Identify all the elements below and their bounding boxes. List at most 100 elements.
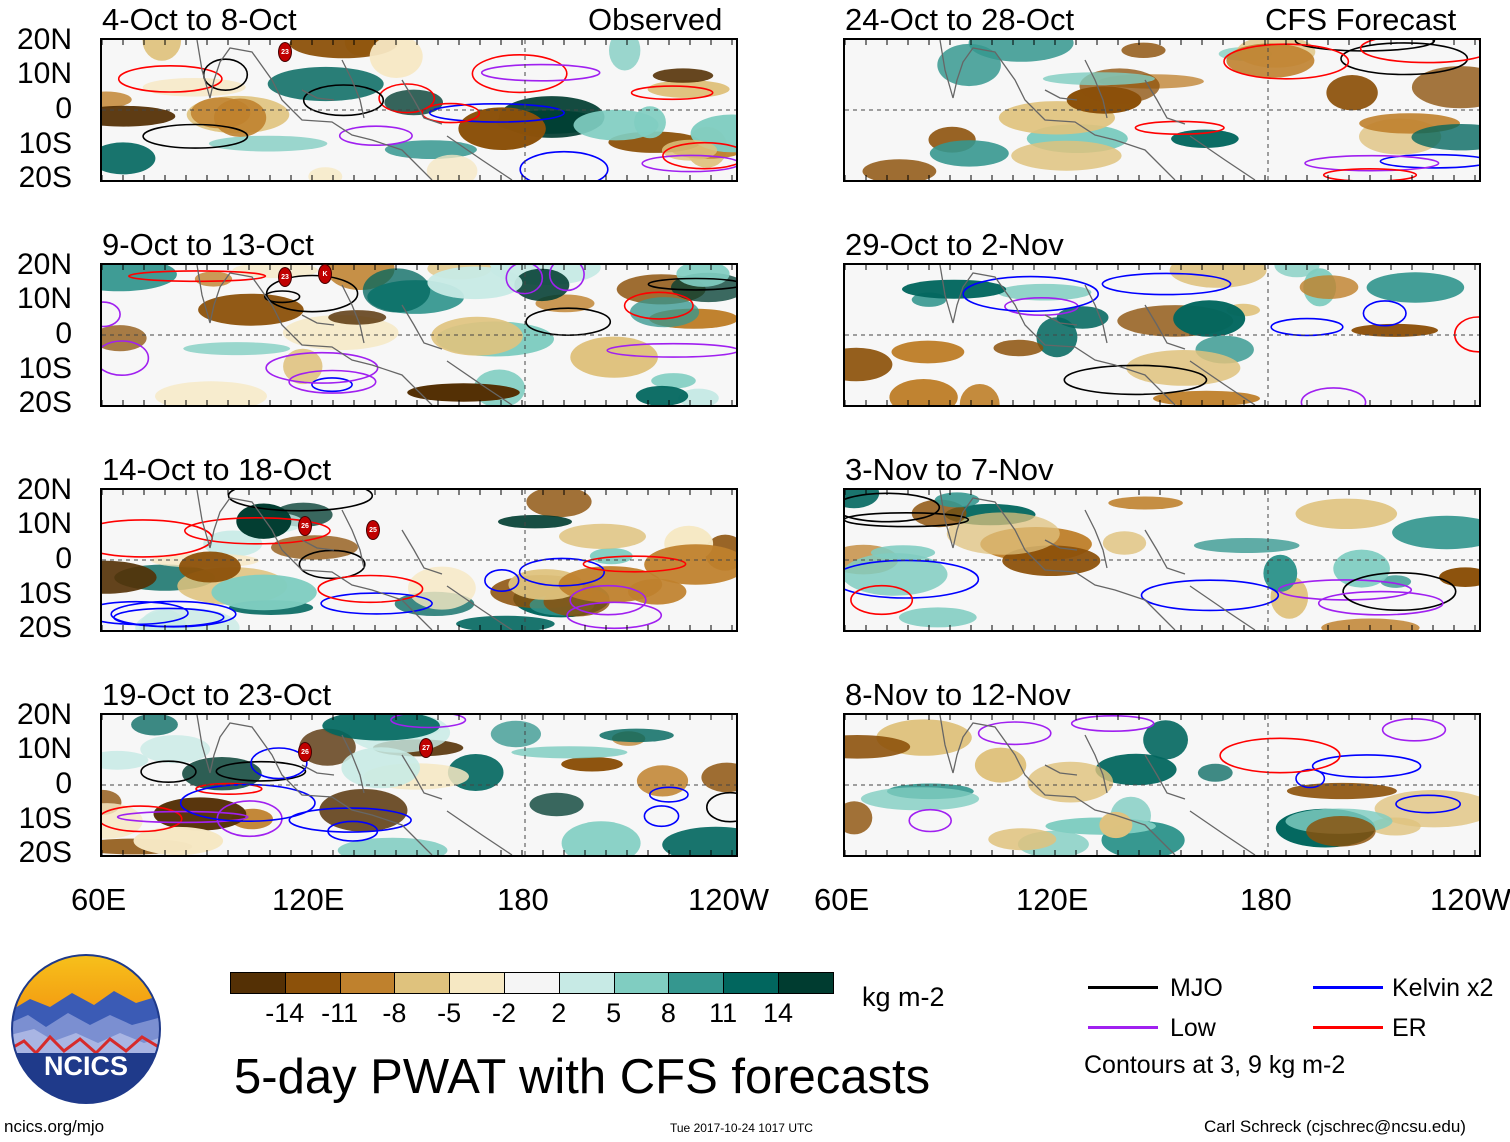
y-tick: 0 bbox=[55, 767, 72, 800]
pwat-anomaly-blob bbox=[651, 373, 696, 389]
coastline bbox=[196, 715, 513, 855]
wave-contour bbox=[643, 805, 680, 828]
y-tick: 20N bbox=[16, 23, 72, 56]
colorbar-swatch bbox=[613, 972, 670, 994]
coastline bbox=[939, 265, 1256, 405]
pwat-anomaly-blob bbox=[490, 720, 541, 748]
pwat-anomaly-blob bbox=[142, 78, 246, 97]
storm-marker-label: 23 bbox=[281, 273, 289, 281]
storm-marker: 27 bbox=[419, 738, 433, 758]
pwat-anomaly-blob bbox=[236, 503, 292, 539]
y-tick: 20N bbox=[16, 698, 72, 731]
pwat-anomaly-blob bbox=[898, 607, 977, 628]
wave-contour bbox=[338, 125, 413, 146]
wave-contour bbox=[320, 592, 433, 615]
y-tick: 0 bbox=[55, 317, 72, 350]
y-tick: 10N bbox=[16, 57, 72, 90]
coastline bbox=[196, 490, 513, 630]
pwat-anomaly-blob bbox=[1306, 816, 1376, 847]
wave-contour bbox=[1395, 794, 1461, 814]
colorbar-label: 5 bbox=[606, 998, 622, 1028]
pwat-anomaly-blob bbox=[676, 265, 730, 287]
footer-url: ncics.org/mjo bbox=[4, 1117, 105, 1136]
legend-label-mjo: MJO bbox=[1170, 974, 1223, 1002]
pwat-anomaly-blob bbox=[974, 747, 1027, 783]
pwat-anomaly-blob bbox=[701, 762, 736, 793]
colorbar-swatch bbox=[284, 972, 341, 994]
pwat-anomaly-blob bbox=[929, 140, 1009, 167]
pwat-anomaly-blob bbox=[662, 826, 736, 855]
wave-contour bbox=[195, 782, 263, 795]
legend-line-low bbox=[1088, 1026, 1158, 1029]
wave-contour bbox=[421, 102, 481, 124]
wave-contour bbox=[1381, 718, 1447, 742]
pwat-anomaly-blob bbox=[102, 91, 132, 108]
pwat-anomaly-blob bbox=[1321, 618, 1420, 630]
wave-contour bbox=[1340, 42, 1469, 76]
pwat-anomaly-blob bbox=[1333, 549, 1390, 588]
pwat-anomaly-blob bbox=[283, 348, 323, 385]
pwat-anomaly-blob bbox=[456, 615, 555, 630]
pwat-anomaly-blob bbox=[997, 283, 1092, 301]
y-tick: 20N bbox=[16, 473, 72, 506]
x-tick: 120E bbox=[1016, 882, 1089, 917]
wave-contour bbox=[1101, 272, 1232, 296]
y-tick: 10S bbox=[18, 577, 72, 610]
storm-marker: 26 bbox=[298, 742, 312, 762]
pwat-anomaly-blob bbox=[1411, 124, 1479, 151]
x-tick: 120E bbox=[272, 882, 345, 917]
pwat-anomaly-blob bbox=[959, 384, 1000, 405]
colorbar-label: -2 bbox=[491, 998, 517, 1028]
wave-contour bbox=[647, 277, 736, 291]
pwat-anomaly-blob bbox=[102, 142, 156, 175]
colorbar-swatch bbox=[504, 972, 560, 994]
wave-contour bbox=[706, 791, 736, 823]
coastline bbox=[939, 715, 1256, 855]
map-panel-observed-4 bbox=[100, 713, 738, 857]
pwat-anomaly-blob bbox=[845, 735, 911, 759]
panel-title: 3-Nov to 7-Nov bbox=[845, 452, 1054, 487]
pwat-anomaly-blob bbox=[142, 40, 182, 61]
wave-contour bbox=[1300, 387, 1367, 405]
pwat-anomaly-blob bbox=[652, 68, 714, 83]
pwat-anomaly-blob bbox=[232, 265, 319, 279]
wave-contour bbox=[1322, 168, 1418, 180]
main-title: 5-day PWAT with CFS forecasts bbox=[234, 1050, 931, 1104]
pwat-anomaly-blob bbox=[1366, 272, 1465, 303]
pwat-anomaly-blob bbox=[1299, 275, 1359, 299]
logo-text: NCICS bbox=[44, 1051, 128, 1081]
pwat-anomaly-blob bbox=[362, 268, 431, 313]
wave-contour bbox=[908, 808, 952, 833]
wave-contour bbox=[649, 786, 689, 803]
wave-contour bbox=[127, 270, 267, 283]
colorbar-swatch bbox=[449, 972, 505, 994]
coastline bbox=[939, 490, 1256, 630]
wave-contour bbox=[264, 290, 301, 304]
y-tick: 10S bbox=[18, 352, 72, 385]
pwat-anomaly-blob bbox=[384, 89, 444, 116]
pwat-anomaly-blob bbox=[561, 756, 623, 772]
wave-contour bbox=[1270, 317, 1344, 337]
wave-contour bbox=[102, 340, 150, 376]
pwat-anomaly-blob bbox=[133, 826, 224, 855]
footer-timestamp: Tue 2017-10-24 1017 UTC bbox=[670, 1121, 813, 1135]
wave-contour bbox=[569, 584, 647, 616]
map-panel-forecast-2 bbox=[843, 263, 1481, 407]
wave-contour bbox=[1070, 715, 1155, 732]
wave-contour bbox=[641, 154, 736, 173]
panel-title: 29-Oct to 2-Nov bbox=[845, 227, 1064, 262]
pwat-anomaly-blob bbox=[1169, 265, 1267, 288]
pwat-anomaly-blob bbox=[102, 560, 157, 594]
pwat-anomaly-blob bbox=[1027, 761, 1114, 803]
wave-contour bbox=[845, 559, 980, 599]
pwat-anomaly-blob bbox=[1102, 531, 1147, 555]
wave-contour bbox=[1294, 40, 1436, 52]
panel-title: 14-Oct to 18-Oct bbox=[102, 452, 332, 487]
pwat-anomaly-blob bbox=[337, 837, 448, 855]
y-tick: 10S bbox=[18, 127, 72, 160]
pwat-anomaly-blob bbox=[131, 715, 178, 736]
y-tick: 20S bbox=[18, 836, 72, 869]
wave-contour bbox=[215, 760, 307, 782]
colorbar-label: -14 bbox=[265, 998, 305, 1028]
map-panel-forecast-4 bbox=[843, 713, 1481, 857]
